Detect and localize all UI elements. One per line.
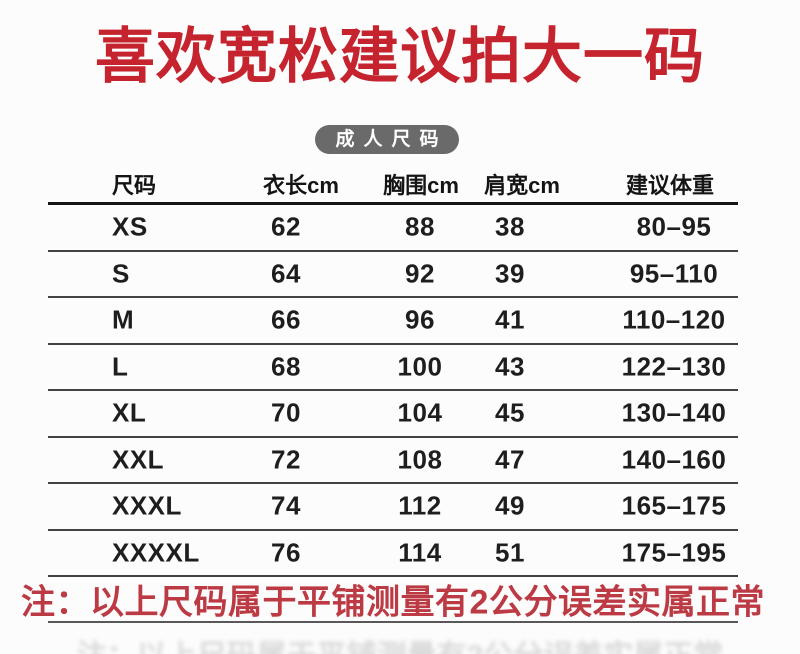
table-cell: 41	[495, 304, 525, 335]
table-cell: 175–195	[621, 537, 727, 568]
table-cell: XXXXL	[112, 537, 200, 568]
adult-size-badge: 成人尺码	[315, 125, 459, 154]
table-cell: 100	[397, 351, 443, 382]
table-cell: 110–120	[622, 304, 726, 335]
table-cell: 108	[397, 444, 443, 475]
note-row: 注：以上尺码属于平铺测量有2公分误差实属正常	[21, 577, 764, 623]
table-cell: S	[112, 258, 130, 289]
table-cell: 140–160	[621, 444, 727, 475]
table-cell: 70	[271, 397, 301, 428]
table-cell: 88	[405, 211, 435, 242]
table-row: M 66 96 41 110–120	[48, 298, 738, 345]
table-cell: 49	[495, 490, 525, 521]
table-cell: 130–140	[621, 397, 727, 428]
table-cell: M	[112, 304, 135, 335]
table-cell: 104	[397, 397, 443, 428]
table-body: XS 62 88 38 80–95 S 64 92 39 95–110 M 66 96 41 110–120…	[48, 205, 738, 577]
table-cell: 43	[495, 351, 525, 382]
table-cell: L	[112, 351, 129, 382]
table-cell: 47	[495, 444, 525, 475]
table-row: XXL 72 108 47 140–160	[48, 438, 738, 484]
table-row: XXXXL 76 114 51 175–195	[48, 531, 738, 577]
table-cell: XXL	[112, 444, 165, 475]
column-header: 肩宽cm	[484, 172, 560, 198]
table-cell: 38	[495, 211, 525, 242]
badge-row: 成人尺码	[0, 125, 800, 154]
table-cell: 45	[495, 397, 525, 428]
size-table: 尺码 衣长cm 胸围cm 肩宽cm 建议体重 XS 62 88 38 80–95 S 64 92 39 9…	[21, 165, 764, 623]
table-cell: 62	[271, 211, 301, 242]
table-cell: 92	[405, 258, 435, 289]
table-cell: 74	[271, 490, 301, 521]
table-cell: XL	[112, 397, 147, 428]
table-cell: XS	[112, 211, 148, 242]
column-header: 建议体重	[625, 172, 715, 198]
column-header: 胸围cm	[383, 172, 459, 198]
table-cell: 39	[495, 258, 525, 289]
table-cell: 64	[271, 258, 301, 289]
table-cell: 165–175	[621, 490, 727, 521]
note-text: 注：以上尺码属于平铺测量有2公分误差实属正常	[21, 583, 765, 622]
table-cell: 114	[398, 537, 442, 568]
column-header: 尺码	[112, 172, 157, 198]
table-row: S 64 92 39 95–110	[48, 252, 738, 298]
table-row: L 68 100 43 122–130	[48, 345, 738, 391]
ghost-note-text: 注：以上尺码属于平铺测量有2公分误差实属正常	[0, 631, 800, 654]
table-header-row: 尺码 衣长cm 胸围cm 肩宽cm 建议体重	[48, 165, 738, 205]
table-row: XS 62 88 38 80–95	[48, 205, 738, 252]
table-cell: 112	[398, 490, 442, 521]
table-cell: XXXL	[112, 490, 182, 521]
table-cell: 96	[405, 304, 435, 335]
table-cell: 76	[271, 537, 301, 568]
table-cell: 95–110	[629, 258, 719, 289]
table-cell: 66	[271, 304, 301, 335]
table-cell: 80–95	[636, 211, 712, 242]
table-row: XL 70 104 45 130–140	[48, 391, 738, 438]
table-row: XXXL 74 112 49 165–175	[48, 484, 738, 531]
table-cell: 51	[495, 537, 525, 568]
page-title: 喜欢宽松建议拍大一码	[95, 23, 705, 90]
table-cell: 68	[271, 351, 301, 382]
table-cell: 122–130	[621, 351, 727, 382]
column-header: 衣长cm	[263, 172, 339, 198]
table-cell: 72	[271, 444, 301, 475]
